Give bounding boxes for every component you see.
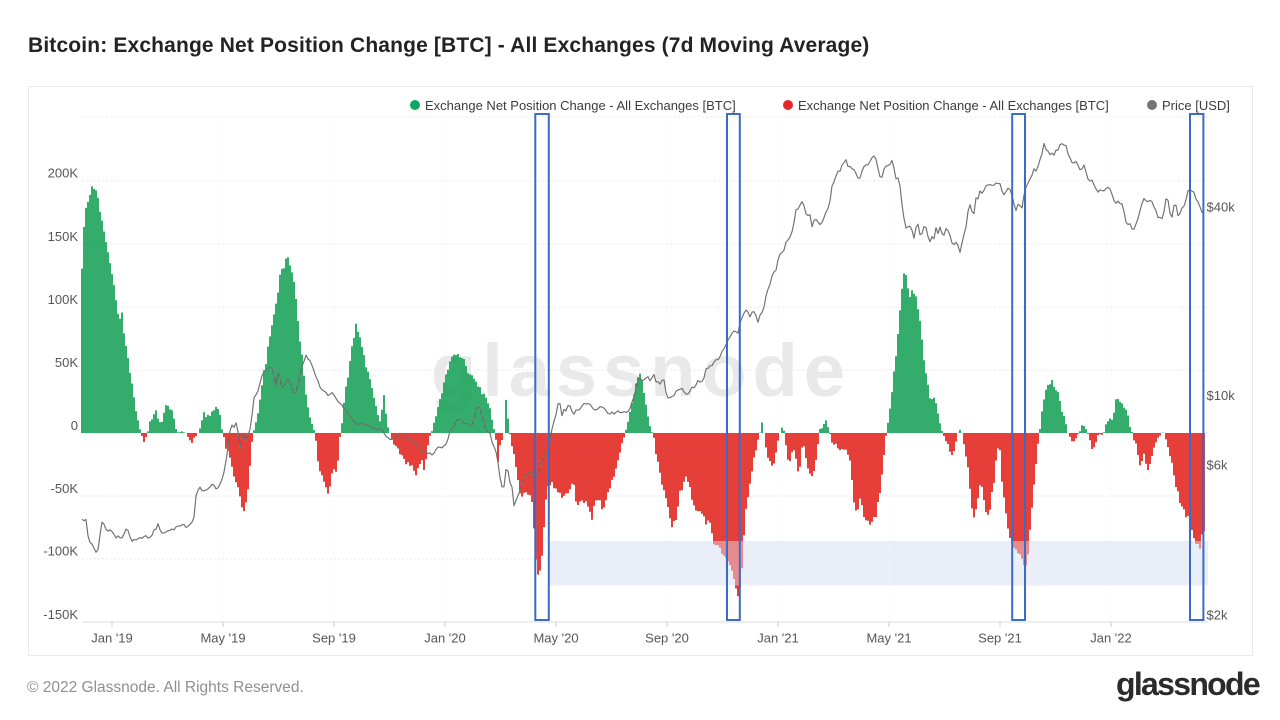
svg-text:150K: 150K [48, 229, 79, 244]
svg-text:200K: 200K [48, 166, 79, 181]
svg-text:Jan '21: Jan '21 [757, 631, 799, 646]
svg-text:-150K: -150K [43, 607, 78, 622]
svg-text:Jan '22: Jan '22 [1090, 631, 1132, 646]
svg-text:50K: 50K [55, 355, 78, 370]
svg-text:-50K: -50K [51, 481, 79, 496]
svg-text:Jan '19: Jan '19 [91, 631, 133, 646]
svg-text:Sep '19: Sep '19 [312, 631, 356, 646]
svg-text:Jan '20: Jan '20 [424, 631, 466, 646]
svg-text:May '20: May '20 [533, 631, 578, 646]
svg-text:May '21: May '21 [866, 631, 911, 646]
svg-text:$40k: $40k [1207, 199, 1236, 214]
svg-text:glassnode: glassnode [431, 329, 851, 412]
svg-text:$10k: $10k [1207, 388, 1236, 403]
svg-text:$2k: $2k [1207, 607, 1228, 622]
svg-text:Sep '20: Sep '20 [645, 631, 689, 646]
svg-text:May '19: May '19 [200, 631, 245, 646]
svg-text:-100K: -100K [43, 544, 78, 559]
svg-text:100K: 100K [48, 292, 79, 307]
svg-text:$6k: $6k [1207, 458, 1228, 473]
svg-text:Sep '21: Sep '21 [978, 631, 1022, 646]
svg-text:0: 0 [71, 418, 78, 433]
